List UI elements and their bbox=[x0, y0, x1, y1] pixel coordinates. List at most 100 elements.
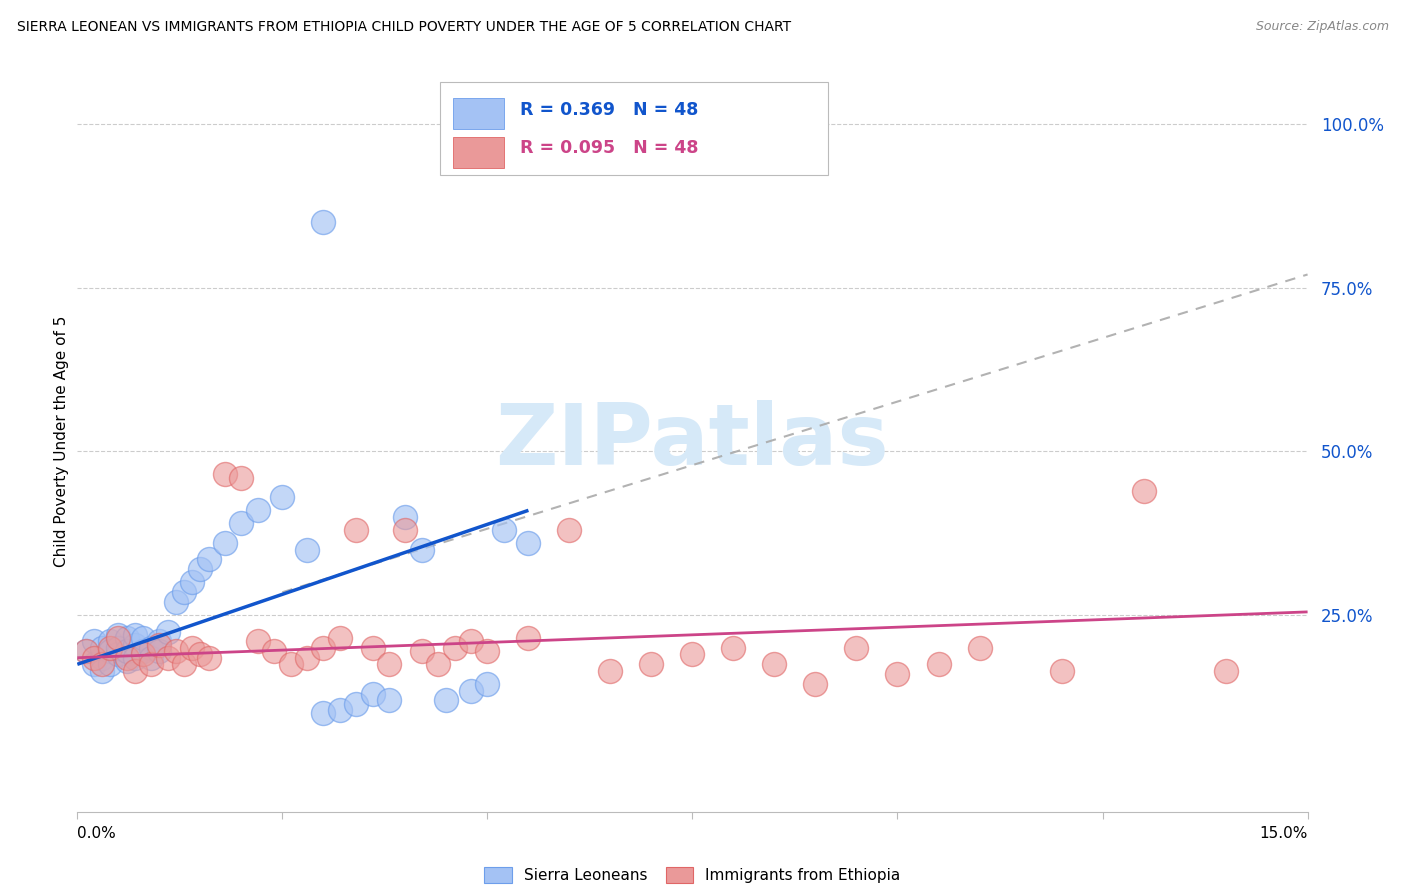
Point bbox=[90, 657, 114, 672]
Point bbox=[517, 631, 540, 645]
Point bbox=[90, 640, 114, 655]
Point bbox=[969, 640, 991, 655]
Point bbox=[115, 644, 138, 658]
Point bbox=[477, 677, 499, 691]
Point bbox=[477, 644, 499, 658]
Point bbox=[344, 697, 367, 711]
Point bbox=[263, 644, 285, 658]
Point bbox=[411, 644, 433, 658]
Point bbox=[115, 650, 138, 665]
Point bbox=[197, 552, 219, 566]
Legend: Sierra Leoneans, Immigrants from Ethiopia: Sierra Leoneans, Immigrants from Ethiopi… bbox=[478, 861, 907, 889]
Point bbox=[492, 523, 515, 537]
Point bbox=[90, 650, 114, 665]
Point bbox=[165, 595, 187, 609]
Point bbox=[181, 640, 204, 655]
Point bbox=[98, 640, 121, 655]
Point bbox=[141, 640, 163, 655]
Point bbox=[107, 640, 129, 655]
Point bbox=[124, 628, 146, 642]
Point bbox=[295, 542, 318, 557]
Point bbox=[197, 650, 219, 665]
Point bbox=[517, 536, 540, 550]
Point bbox=[115, 631, 138, 645]
Point bbox=[845, 640, 868, 655]
Point bbox=[231, 516, 253, 531]
Point bbox=[361, 687, 384, 701]
Point bbox=[181, 575, 204, 590]
Point bbox=[165, 644, 187, 658]
Point bbox=[411, 542, 433, 557]
Point bbox=[763, 657, 786, 672]
Point bbox=[312, 215, 335, 229]
FancyBboxPatch shape bbox=[453, 136, 505, 168]
Point bbox=[188, 562, 212, 576]
Point bbox=[312, 706, 335, 721]
Text: ZIPatlas: ZIPatlas bbox=[495, 400, 890, 483]
Point bbox=[1050, 664, 1073, 678]
Point bbox=[231, 470, 253, 484]
Point bbox=[148, 638, 170, 652]
FancyBboxPatch shape bbox=[453, 98, 505, 129]
Point bbox=[246, 634, 269, 648]
Point bbox=[886, 667, 908, 681]
Point bbox=[148, 634, 170, 648]
Point bbox=[312, 640, 335, 655]
Point bbox=[132, 648, 155, 662]
Point bbox=[124, 650, 146, 665]
Point bbox=[682, 648, 704, 662]
Point bbox=[115, 654, 138, 668]
Point bbox=[156, 624, 179, 639]
Point bbox=[156, 650, 179, 665]
Point bbox=[1215, 664, 1237, 678]
Text: SIERRA LEONEAN VS IMMIGRANTS FROM ETHIOPIA CHILD POVERTY UNDER THE AGE OF 5 CORR: SIERRA LEONEAN VS IMMIGRANTS FROM ETHIOP… bbox=[17, 20, 792, 34]
Point bbox=[107, 628, 129, 642]
Text: R = 0.095   N = 48: R = 0.095 N = 48 bbox=[520, 139, 699, 157]
Point bbox=[558, 523, 581, 537]
Point bbox=[295, 650, 318, 665]
Point bbox=[148, 644, 170, 658]
Point bbox=[280, 657, 302, 672]
Point bbox=[344, 523, 367, 537]
Point bbox=[141, 657, 163, 672]
Point bbox=[329, 703, 352, 717]
Text: 0.0%: 0.0% bbox=[77, 826, 117, 841]
Point bbox=[599, 664, 621, 678]
Point bbox=[98, 644, 121, 658]
Y-axis label: Child Poverty Under the Age of 5: Child Poverty Under the Age of 5 bbox=[53, 316, 69, 567]
Point bbox=[98, 634, 121, 648]
Point bbox=[804, 677, 827, 691]
Point bbox=[271, 490, 294, 504]
Point bbox=[723, 640, 745, 655]
Point bbox=[107, 648, 129, 662]
Point bbox=[132, 631, 155, 645]
Point bbox=[394, 509, 416, 524]
Point bbox=[394, 523, 416, 537]
Point bbox=[427, 657, 450, 672]
Text: Source: ZipAtlas.com: Source: ZipAtlas.com bbox=[1256, 20, 1389, 33]
Text: 15.0%: 15.0% bbox=[1260, 826, 1308, 841]
Point bbox=[98, 657, 121, 672]
Point bbox=[640, 657, 662, 672]
Point bbox=[141, 650, 163, 665]
Point bbox=[75, 644, 97, 658]
Point bbox=[460, 634, 482, 648]
Point bbox=[83, 650, 105, 665]
Point bbox=[1132, 483, 1154, 498]
Point bbox=[214, 536, 236, 550]
Point bbox=[460, 683, 482, 698]
Text: R = 0.369   N = 48: R = 0.369 N = 48 bbox=[520, 101, 699, 119]
Point bbox=[173, 657, 195, 672]
Point bbox=[83, 634, 105, 648]
Point bbox=[928, 657, 950, 672]
FancyBboxPatch shape bbox=[440, 82, 828, 175]
Point bbox=[124, 664, 146, 678]
Point bbox=[361, 640, 384, 655]
Point bbox=[378, 657, 401, 672]
Point bbox=[214, 467, 236, 482]
Point bbox=[107, 631, 129, 645]
Point bbox=[188, 648, 212, 662]
Point bbox=[75, 644, 97, 658]
Point bbox=[124, 638, 146, 652]
Point bbox=[83, 657, 105, 672]
